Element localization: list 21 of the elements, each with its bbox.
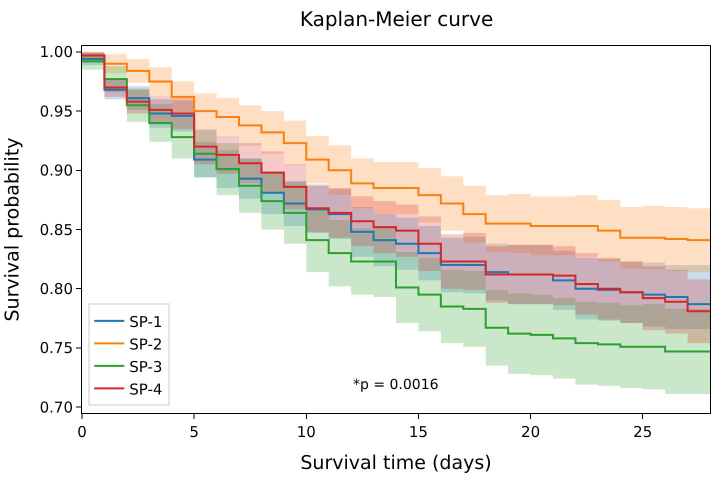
y-axis-title: Survival probability (1, 137, 24, 322)
annotation: *p = 0.0016 (353, 377, 439, 393)
legend-label: SP-1 (129, 312, 162, 331)
y-tick-label: 0.75 (40, 339, 73, 358)
y-tick-label: 1.00 (40, 43, 73, 62)
x-tick-label: 15 (408, 423, 428, 441)
x-tick-label: 10 (296, 423, 316, 441)
y-tick-label: 0.80 (40, 280, 73, 298)
legend-label: SP-2 (129, 335, 162, 354)
legend-label: SP-4 (129, 380, 162, 398)
y-tick-label: 0.95 (40, 102, 73, 120)
x-tick-label: 20 (521, 423, 540, 441)
x-tick-label: 0 (77, 423, 87, 441)
chart-title: Kaplan-Meier curve (300, 6, 494, 31)
x-tick-label: 5 (189, 423, 199, 441)
y-tick-label: 0.90 (40, 162, 73, 180)
x-tick-label: 25 (633, 423, 652, 441)
legend-label: SP-3 (129, 358, 162, 376)
x-axis-title: Survival time (days) (300, 452, 492, 474)
y-tick-label: 0.70 (40, 398, 73, 416)
y-tick-label: 0.85 (40, 220, 73, 239)
